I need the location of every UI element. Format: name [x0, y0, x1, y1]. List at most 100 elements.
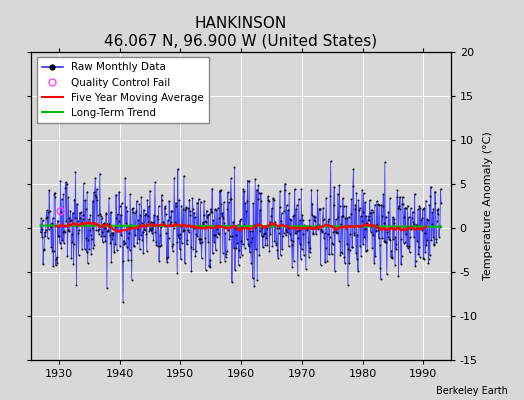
- Point: [154, 216, 162, 222]
- Point: [208, 209, 216, 215]
- Point: [401, 238, 409, 245]
- Point: [288, 264, 297, 270]
- Point: [419, 206, 427, 212]
- Point: [316, 206, 324, 212]
- Point: [159, 222, 168, 229]
- Y-axis label: Temperature Anomaly (°C): Temperature Anomaly (°C): [483, 132, 493, 280]
- Point: [154, 242, 162, 249]
- Point: [137, 232, 145, 238]
- Point: [214, 230, 223, 236]
- Point: [409, 221, 418, 227]
- Point: [206, 264, 214, 270]
- Point: [312, 224, 321, 230]
- Point: [193, 200, 201, 206]
- Point: [81, 197, 89, 203]
- Point: [247, 234, 256, 241]
- Point: [179, 206, 187, 212]
- Point: [406, 234, 414, 240]
- Point: [342, 203, 351, 210]
- Point: [107, 258, 116, 265]
- Point: [82, 249, 91, 256]
- Point: [53, 217, 62, 224]
- Point: [434, 206, 443, 212]
- Point: [232, 245, 240, 252]
- Point: [272, 242, 281, 248]
- Point: [193, 233, 202, 240]
- Point: [96, 211, 104, 218]
- Point: [204, 211, 213, 218]
- Point: [349, 183, 357, 190]
- Point: [358, 187, 366, 193]
- Point: [408, 215, 417, 221]
- Point: [219, 250, 227, 256]
- Point: [429, 234, 437, 240]
- Point: [266, 231, 275, 238]
- Point: [51, 194, 59, 200]
- Point: [108, 230, 116, 236]
- Point: [171, 200, 180, 206]
- Point: [258, 233, 266, 239]
- Point: [315, 206, 323, 212]
- Point: [394, 273, 402, 280]
- Point: [421, 249, 430, 255]
- Point: [220, 199, 228, 206]
- Point: [69, 210, 77, 216]
- Point: [347, 196, 356, 202]
- Point: [253, 186, 261, 193]
- Point: [383, 229, 391, 236]
- Point: [286, 216, 294, 222]
- Point: [38, 217, 47, 224]
- Point: [319, 217, 327, 224]
- Point: [146, 187, 154, 194]
- Point: [402, 230, 410, 237]
- Point: [375, 202, 384, 208]
- Point: [320, 230, 329, 236]
- Point: [149, 219, 157, 225]
- Point: [248, 274, 257, 281]
- Point: [416, 254, 424, 260]
- Point: [209, 217, 217, 224]
- Point: [244, 243, 253, 250]
- Point: [310, 213, 318, 220]
- Point: [266, 219, 274, 225]
- Point: [308, 212, 316, 218]
- Point: [105, 221, 114, 227]
- Point: [260, 224, 268, 230]
- Point: [330, 184, 339, 190]
- Point: [213, 234, 221, 240]
- Point: [181, 260, 189, 266]
- Point: [151, 179, 159, 186]
- Point: [267, 223, 275, 229]
- Point: [284, 207, 292, 213]
- Point: [288, 242, 296, 248]
- Point: [168, 243, 177, 249]
- Point: [361, 199, 369, 205]
- Point: [249, 222, 258, 228]
- Point: [119, 299, 127, 305]
- Point: [305, 249, 314, 256]
- Point: [58, 237, 67, 244]
- Point: [171, 221, 179, 227]
- Point: [85, 226, 94, 233]
- Point: [263, 242, 271, 248]
- Point: [112, 192, 120, 198]
- Point: [212, 247, 220, 253]
- Point: [67, 255, 75, 262]
- Point: [339, 195, 347, 202]
- Point: [397, 253, 406, 259]
- Point: [265, 198, 273, 204]
- Point: [407, 226, 416, 233]
- Point: [72, 223, 80, 230]
- Point: [282, 232, 290, 238]
- Point: [336, 249, 345, 255]
- Point: [426, 193, 434, 200]
- Point: [54, 222, 63, 229]
- Point: [388, 254, 396, 260]
- Point: [74, 230, 82, 237]
- Point: [186, 212, 194, 218]
- Point: [252, 246, 260, 253]
- Point: [321, 245, 330, 251]
- Point: [205, 263, 213, 270]
- Point: [132, 208, 140, 214]
- Point: [311, 218, 319, 224]
